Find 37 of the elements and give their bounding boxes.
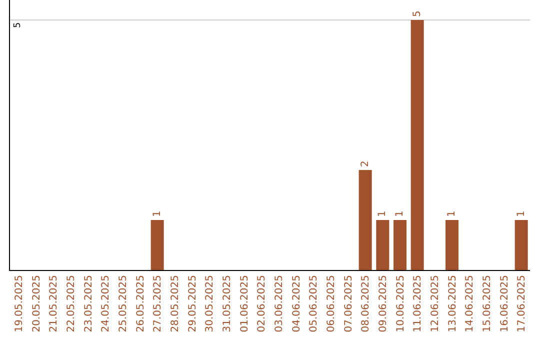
x-tick-label: 25.05.2025 <box>118 275 129 332</box>
x-tick-label: 06.06.2025 <box>326 275 337 332</box>
x-tick-label: 12.06.2025 <box>430 275 441 332</box>
x-tick-label: 10.06.2025 <box>395 275 406 332</box>
data-label: 2 <box>360 160 371 167</box>
data-label: 1 <box>516 210 527 217</box>
x-tick-label: 02.06.2025 <box>256 275 268 332</box>
x-tick-label: 19.05.2025 <box>14 275 25 332</box>
x-tick-label: 24.05.2025 <box>100 275 112 332</box>
data-label: 1 <box>377 210 388 217</box>
x-tick-label: 01.06.2025 <box>239 275 250 332</box>
x-tick-label: 20.05.2025 <box>31 275 42 332</box>
x-tick-label: 16.06.2025 <box>499 275 510 332</box>
x-tick-label: 23.05.2025 <box>83 275 94 332</box>
x-tick-label: 08.06.2025 <box>360 275 372 332</box>
x-tick-label: 04.06.2025 <box>291 275 302 332</box>
x-tick-label: 13.06.2025 <box>447 275 458 332</box>
data-label: 1 <box>446 210 458 217</box>
x-tick-label: 15.06.2025 <box>482 275 493 332</box>
x-tick-label: 07.06.2025 <box>343 275 354 332</box>
x-tick-label: 03.06.2025 <box>274 275 285 332</box>
data-label: 5 <box>412 10 423 17</box>
x-tick-label: 27.05.2025 <box>152 275 164 332</box>
x-tick-label: 17.06.2025 <box>516 275 528 332</box>
x-tick-label: 31.05.2025 <box>222 275 233 332</box>
x-tick-label: 14.06.2025 <box>464 275 476 332</box>
x-tick-label: 05.06.2025 <box>308 275 320 332</box>
x-tick-label: 28.05.2025 <box>170 275 181 332</box>
x-tick-label: 21.05.2025 <box>48 275 60 332</box>
x-tick-label: 09.06.2025 <box>378 275 389 332</box>
data-label: 1 <box>152 210 163 217</box>
x-tick-label: 11.06.2025 <box>412 275 424 332</box>
x-tick-label: 30.05.2025 <box>204 275 216 332</box>
x-tick-label: 22.05.2025 <box>66 275 77 332</box>
x-tick-label: 29.05.2025 <box>187 275 198 332</box>
x-tick-label: 26.05.2025 <box>135 275 146 332</box>
data-label: 1 <box>394 210 406 217</box>
